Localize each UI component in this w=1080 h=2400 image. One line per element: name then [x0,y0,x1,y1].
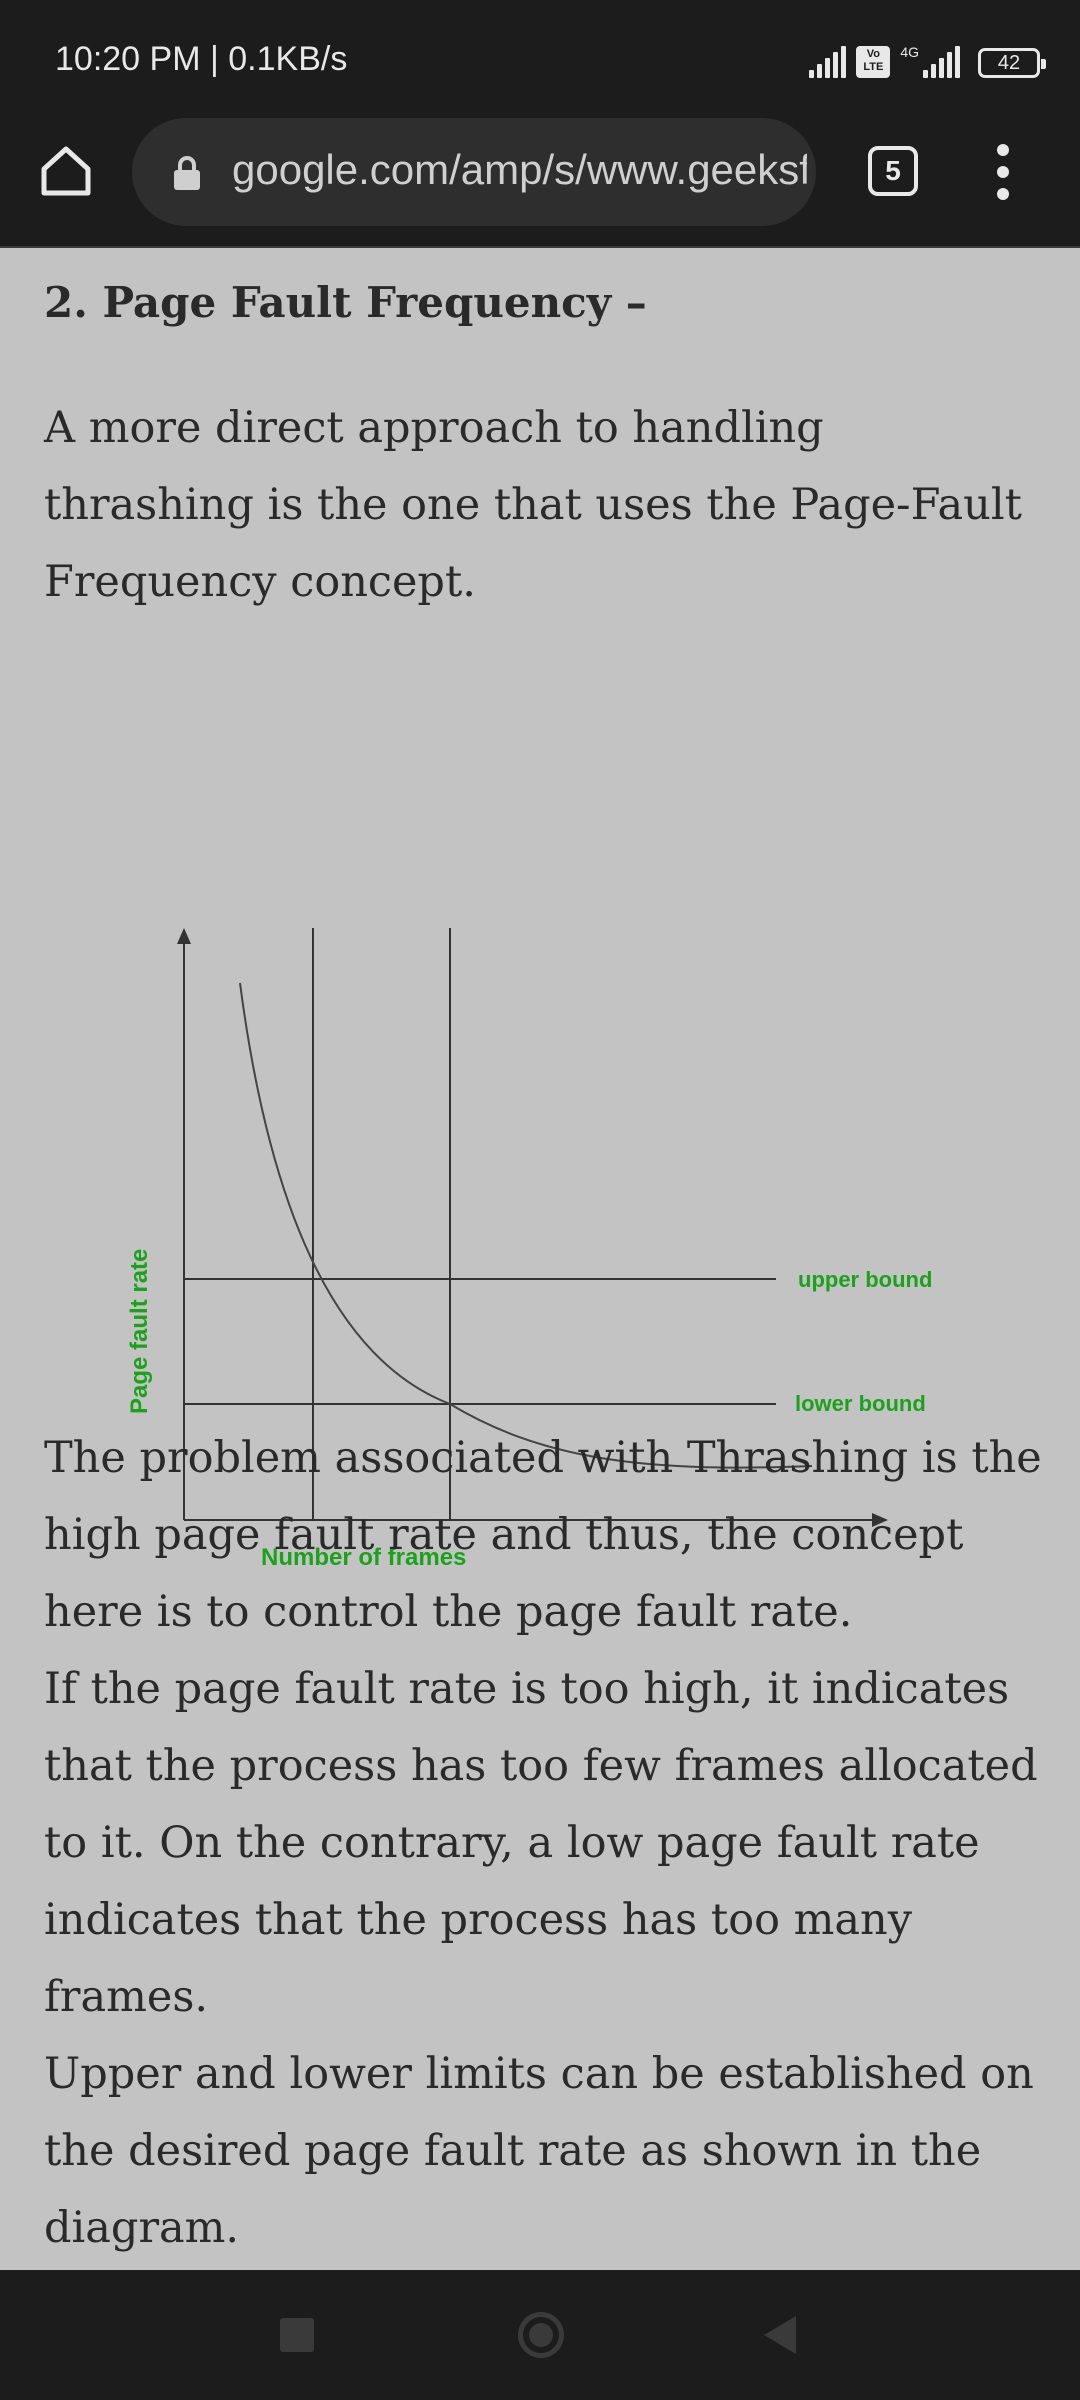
status-time: 10:20 PM | 0.1KB/s [55,40,348,78]
browser-toolbar: google.com/amp/s/www.geeksforgeeks.org 5 [0,118,1080,248]
x-axis-label: Number of frames [261,1544,466,1571]
signal-icon-2 [923,46,960,78]
page-fault-curve [239,982,813,1469]
body-paragraph-2: If the page fault rate is too high, it i… [44,1664,1038,2022]
signal-icon [809,46,847,78]
status-icons: Vo LTE 4G 42 [809,38,1046,78]
page-content: 2. Page Fault Frequency – A more direct … [0,248,1080,2270]
upper-bound-label: upper bound [798,1267,932,1292]
back-icon[interactable] [764,2316,796,2354]
recent-apps-icon[interactable] [280,2318,314,2352]
home-nav-icon[interactable] [518,2312,564,2358]
battery-level: 42 [997,51,1021,74]
x-axis-arrow [872,1513,888,1527]
navigation-bar [0,2270,1080,2400]
lower-bound-label: lower bound [795,1391,926,1416]
section-heading: 2. Page Fault Frequency – [44,278,647,327]
body-paragraph-1: The problem associated with Thrashing is… [44,1433,1042,1637]
network-type: 4G [900,44,919,60]
lock-icon [172,156,202,190]
body-paragraph-3: Upper and lower limits can be establishe… [44,2049,1034,2253]
tabs-button[interactable]: 5 [868,146,918,196]
home-icon[interactable] [38,143,94,199]
url-text[interactable]: google.com/amp/s/www.geeksforgeeks.org [232,146,807,193]
page-fault-diagram: upper bound lower bound Number of frames… [0,658,1080,1598]
y-axis-label: Page fault rate [126,1249,153,1414]
more-vert-icon[interactable] [988,144,1018,200]
status-bar: 10:20 PM | 0.1KB/s Vo LTE 4G 42 [0,0,1080,118]
y-axis-arrow [177,928,191,944]
battery-icon: 42 [978,48,1046,78]
volte-icon: Vo LTE [856,46,891,78]
url-bar[interactable]: google.com/amp/s/www.geeksforgeeks.org [132,118,816,226]
intro-paragraph: A more direct approach to handling thras… [44,403,1022,607]
body-text: The problem associated with Thrashing is… [44,1420,1044,2267]
